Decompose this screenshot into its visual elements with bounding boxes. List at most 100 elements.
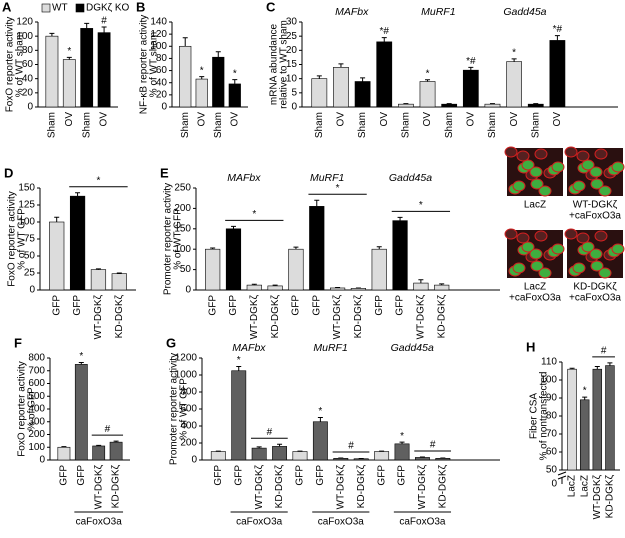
bar — [210, 451, 226, 461]
significance-marker: *# — [466, 56, 476, 67]
panel-letter: C — [266, 0, 276, 14]
y-tick-label: 0 — [291, 102, 297, 113]
bar — [394, 443, 410, 461]
error-bar — [418, 279, 424, 284]
image-caption: +caFoxO3a — [569, 293, 621, 304]
image-caption: +caFoxO3a — [509, 293, 561, 304]
micrograph — [564, 146, 625, 197]
fiber — [534, 148, 548, 160]
x-tick-label: GFP — [311, 295, 322, 316]
bar — [205, 248, 221, 291]
x-tick-label: Sham — [47, 112, 58, 138]
y-tick-label: 75 — [24, 234, 36, 245]
y-axis-label: % of nontransfected — [539, 372, 550, 461]
error-bar — [582, 396, 588, 400]
x-tick-label: KD-DGKζ — [436, 294, 447, 338]
fiber — [551, 161, 565, 173]
x-tick-label: GFP — [395, 295, 406, 316]
error-bar — [381, 37, 387, 42]
fiber — [564, 228, 578, 240]
y-tick-label: 100 — [150, 41, 167, 52]
y-tick-label: 40 — [22, 73, 34, 84]
y-tick-label: 100 — [174, 244, 191, 255]
bar — [333, 457, 349, 461]
y-tick-label: 90 — [546, 393, 558, 404]
x-tick-label: GFP — [295, 465, 306, 486]
image-caption: LacZ — [524, 200, 546, 211]
bar — [592, 368, 603, 471]
bar — [62, 59, 76, 108]
bar — [49, 221, 65, 291]
fiber — [504, 146, 518, 158]
fiber — [581, 159, 595, 171]
y-tick-label: 100 — [28, 442, 45, 453]
y-axis-label: Promoter reporter activity — [169, 353, 180, 465]
x-tick-label: OV — [99, 112, 110, 127]
y-tick-label: 125 — [18, 200, 35, 211]
error-bar — [446, 103, 452, 105]
x-tick-label: GFP — [291, 295, 302, 316]
legend-label: DGKζ KO — [86, 3, 130, 14]
bar — [272, 446, 288, 461]
y-tick-label: 5 — [291, 87, 297, 98]
y-axis-label: % of WT sham — [15, 32, 26, 97]
y-tick-label: 250 — [174, 183, 191, 194]
y-tick-label: 20 — [156, 89, 168, 100]
y-tick-label: 80 — [22, 45, 34, 56]
group-name: MAFbx — [227, 172, 261, 184]
legend-swatch — [75, 3, 85, 13]
fiber — [512, 262, 526, 274]
bar — [111, 273, 127, 291]
micrograph — [504, 228, 565, 279]
error-bar — [49, 32, 55, 37]
bar — [69, 195, 86, 291]
error-bar — [397, 216, 403, 221]
bar — [374, 451, 390, 461]
bar — [462, 69, 479, 108]
error-bar — [360, 77, 366, 82]
bar — [74, 364, 88, 461]
error-bar — [256, 446, 262, 449]
significance-marker: # — [267, 427, 273, 438]
y-axis-label: relative to WT sham — [279, 20, 290, 109]
error-bar — [403, 103, 409, 105]
x-tick-label: KD-DGKζ — [274, 464, 285, 508]
footer-label: caFoxO3a — [236, 517, 283, 528]
error-bar — [594, 366, 600, 370]
x-tick-label: Sham — [314, 112, 325, 138]
bar — [549, 40, 566, 108]
error-bar — [61, 446, 67, 448]
y-tick-label: 400 — [180, 421, 197, 432]
fiber — [512, 180, 526, 192]
group-name: MuRF1 — [421, 6, 455, 18]
x-tick-label: Sham — [444, 112, 455, 138]
significance-marker: * — [512, 47, 516, 58]
x-tick-label: GFP — [213, 465, 224, 486]
fiber — [529, 166, 543, 178]
y-tick-label: 200 — [174, 203, 191, 214]
image-caption: +caFoxO3a — [569, 211, 621, 222]
x-tick-label: KD-DGKζ — [114, 294, 125, 338]
y-axis-label: Fiber CSA — [529, 393, 540, 439]
y-tick-label: 30 — [286, 17, 298, 28]
fiber — [504, 228, 518, 240]
bar — [57, 446, 71, 461]
y-tick-label: 0 — [27, 102, 33, 113]
y-tick-label: 60 — [156, 65, 168, 76]
bar — [376, 41, 393, 108]
bar — [392, 220, 408, 291]
bar — [434, 284, 450, 291]
bar — [246, 284, 262, 291]
significance-marker: # — [430, 440, 436, 451]
y-axis-label: % of WT GFP — [17, 208, 28, 270]
x-tick-label: OV — [64, 112, 75, 127]
y-break-label: 0 — [551, 479, 557, 490]
fiber — [521, 241, 535, 253]
fiber — [534, 230, 548, 242]
panel-letter: D — [4, 165, 13, 180]
y-axis-label: % of WT sham — [149, 32, 160, 97]
panel-letter: G — [166, 335, 176, 350]
x-tick-label: Sham — [357, 112, 368, 138]
y-axis-label: mRNA abundance — [269, 23, 280, 105]
bar — [288, 248, 304, 291]
